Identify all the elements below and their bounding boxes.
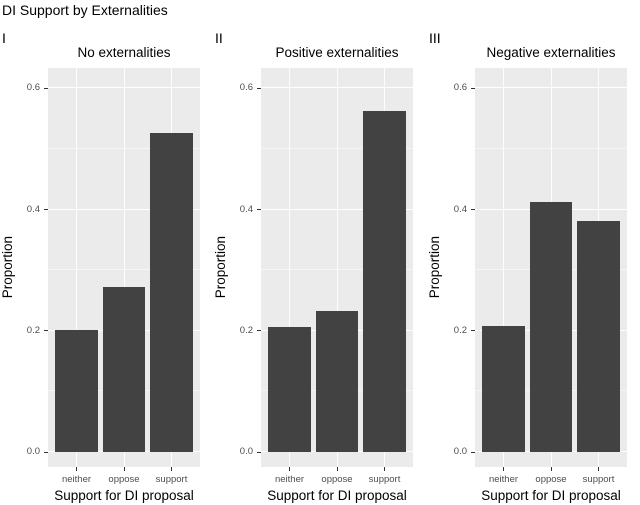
facet-tag: III [429,30,441,46]
y-tick-label: 0.2 [239,324,253,336]
x-tick-label: neither [61,474,92,485]
plot-panel [48,68,200,467]
x-tick-label: oppose [535,474,567,485]
bar-neither [55,329,98,452]
bar-oppose [529,201,573,452]
x-tick-label: neither [488,474,519,485]
y-tick-mark [44,87,48,89]
y-axis-title-wrap: Proportion [427,68,442,467]
y-tick-mark [257,451,261,453]
y-axis-title: Proportion [0,236,15,299]
x-tick-label: oppose [108,474,140,485]
x-tick-label: support [368,474,401,485]
facet-title: Negative externalities [486,45,616,60]
plot-panel [261,68,413,467]
y-tick-label: 0.2 [26,324,40,336]
facet-positive-externalities: II Positive externalities Proportion Sup… [213,28,426,505]
gridline-minor [261,269,413,271]
bar-support [150,132,193,452]
x-tick-mark [503,467,504,471]
y-tick-label: 0.6 [239,82,253,94]
y-tick-mark [44,451,48,453]
y-tick-label: 0.2 [453,324,467,336]
facet-no-externalities: I No externalities Proportion Support fo… [0,28,213,505]
gridline-major [261,87,413,89]
x-tick-mark [598,467,599,471]
x-axis-title: Support for DI proposal [481,488,621,503]
x-tick-mark [123,467,125,471]
chart-title: DI Support by Externalities [2,2,168,18]
x-tick-label: oppose [321,474,353,485]
facet-title: Positive externalities [275,45,399,60]
y-tick-mark [471,87,475,89]
bar-neither [482,325,525,452]
plot-panel [475,68,627,467]
x-tick-mark [384,467,385,471]
gridline-major [48,87,200,89]
y-tick-mark [471,451,475,453]
y-tick-mark [257,87,261,89]
x-tick-label: neither [274,474,305,485]
y-tick-label: 0.0 [239,446,253,457]
y-axis-title-wrap: Proportion [213,68,228,467]
y-tick-label: 0.4 [239,203,253,215]
x-tick-mark [171,467,172,471]
gridline-vertical [123,68,125,467]
y-axis-title: Proportion [213,236,228,299]
facet-title: No externalities [77,45,171,60]
y-axis-title: Proportion [427,236,442,299]
facet-tag: I [2,30,6,46]
y-tick-label: 0.6 [26,82,40,94]
bar-oppose [315,310,359,452]
y-tick-label: 0.4 [26,203,40,215]
gridline-major [261,208,413,210]
gridline-vertical [336,68,338,467]
bar-neither [268,326,311,452]
gridline-vertical [76,68,77,467]
x-tick-mark [550,467,552,471]
bar-support [577,220,620,452]
gridline-vertical [289,68,290,467]
y-tick-label: 0.0 [453,446,467,457]
gridline-major [48,208,200,210]
x-tick-mark [76,467,77,471]
y-tick-label: 0.0 [26,446,40,457]
gridline-minor [48,148,200,149]
x-tick-label: support [582,474,615,485]
gridline-minor [48,269,200,271]
gridline-vertical [503,68,504,467]
y-tick-mark [44,209,48,211]
facet-tag: II [215,30,223,46]
bar-support [363,111,406,452]
y-tick-mark [257,209,261,211]
y-tick-label: 0.4 [453,203,467,215]
y-tick-mark [257,330,261,332]
bar-oppose [102,287,146,452]
y-tick-label: 0.6 [453,82,467,94]
y-tick-mark [44,330,48,332]
y-tick-mark [471,330,475,332]
x-tick-mark [289,467,290,471]
gridline-minor [475,148,627,149]
facet-negative-externalities: III Negative externalities Proportion Su… [427,28,640,505]
x-tick-label: support [155,474,188,485]
x-axis-title: Support for DI proposal [267,488,407,503]
gridline-major [475,87,627,89]
y-tick-mark [471,209,475,211]
x-axis-title: Support for DI proposal [54,488,194,503]
gridline-minor [261,148,413,149]
x-tick-mark [336,467,338,471]
y-axis-title-wrap: Proportion [0,68,15,467]
